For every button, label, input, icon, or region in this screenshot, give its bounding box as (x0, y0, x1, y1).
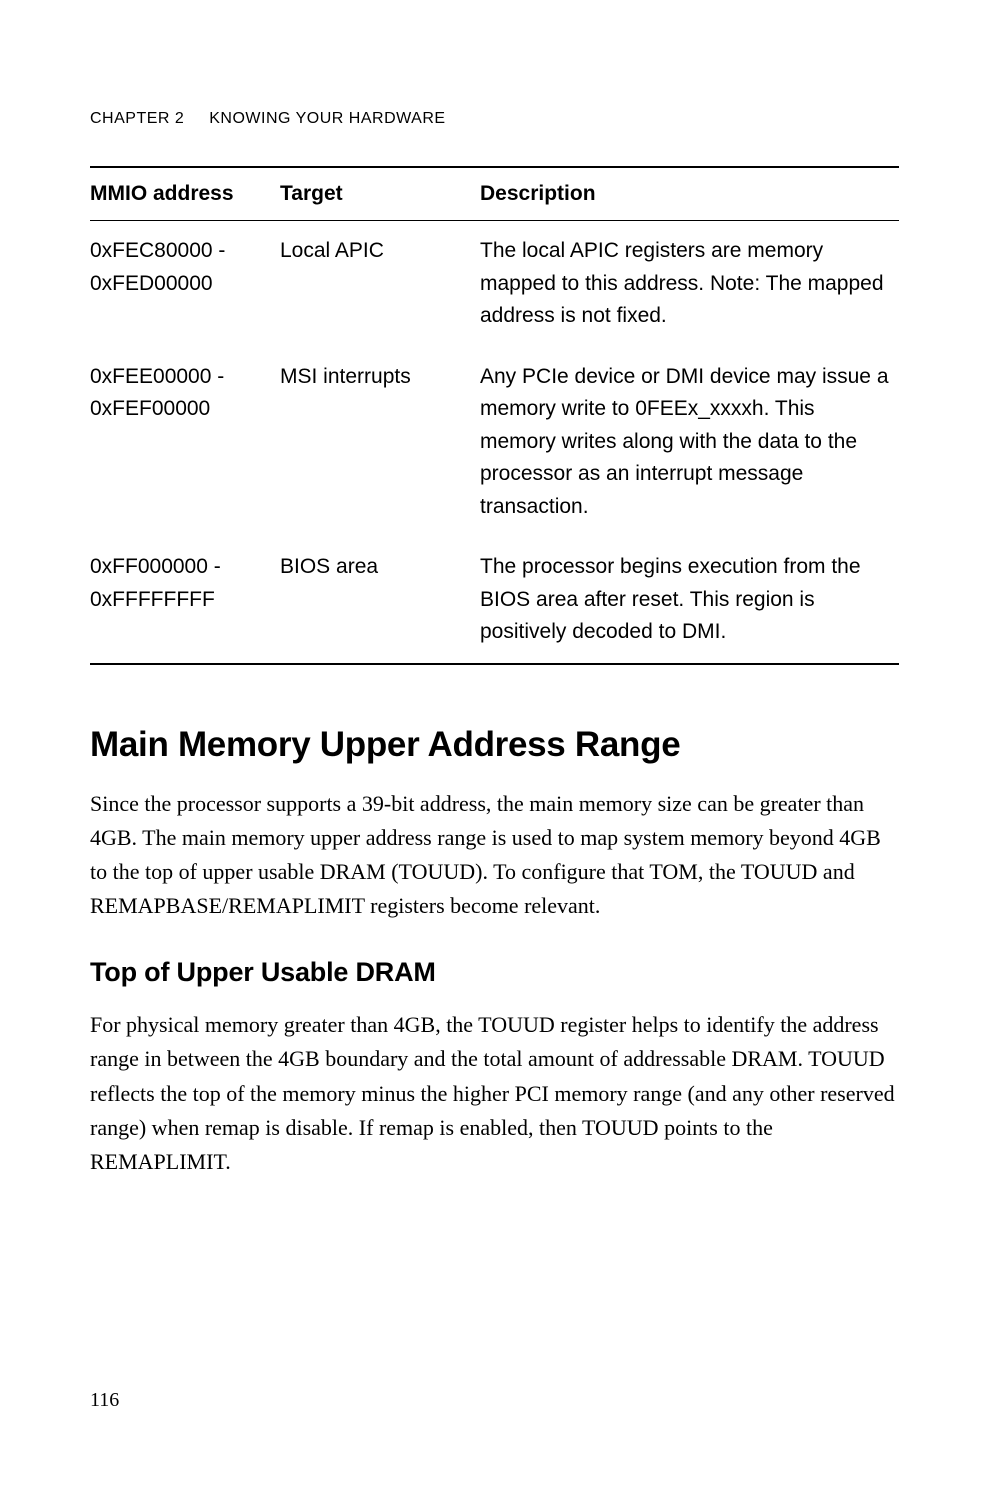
section-paragraph: Since the processor supports a 39-bit ad… (90, 787, 899, 923)
cell-address: 0xFF000000 - 0xFFFFFFFF (90, 537, 280, 664)
col-header-target: Target (280, 167, 480, 221)
cell-address: 0xFEC80000 - 0xFED00000 (90, 221, 280, 347)
cell-description: Any PCIe device or DMI device may issue … (480, 347, 899, 538)
cell-target: Local APIC (280, 221, 480, 347)
page-number: 116 (90, 1389, 119, 1412)
table-header-row: MMIO address Target Description (90, 167, 899, 221)
cell-description: The local APIC registers are memory mapp… (480, 221, 899, 347)
col-header-description: Description (480, 167, 899, 221)
table-row: 0xFEC80000 - 0xFED00000 Local APIC The l… (90, 221, 899, 347)
cell-target: MSI interrupts (280, 347, 480, 538)
chapter-number: CHAPTER 2 (90, 110, 184, 127)
mmio-table: MMIO address Target Description 0xFEC800… (90, 166, 899, 665)
chapter-header: CHAPTER 2 KNOWING YOUR HARDWARE (90, 110, 899, 128)
col-header-address: MMIO address (90, 167, 280, 221)
cell-target: BIOS area (280, 537, 480, 664)
cell-address: 0xFEE00000 - 0xFEF00000 (90, 347, 280, 538)
table-row: 0xFF000000 - 0xFFFFFFFF BIOS area The pr… (90, 537, 899, 664)
subsection-paragraph: For physical memory greater than 4GB, th… (90, 1008, 899, 1178)
cell-description: The processor begins execution from the … (480, 537, 899, 664)
table-row: 0xFEE00000 - 0xFEF00000 MSI interrupts A… (90, 347, 899, 538)
subsection-heading: Top of Upper Usable DRAM (90, 957, 899, 988)
chapter-title: KNOWING YOUR HARDWARE (209, 110, 445, 127)
section-heading: Main Memory Upper Address Range (90, 725, 899, 765)
